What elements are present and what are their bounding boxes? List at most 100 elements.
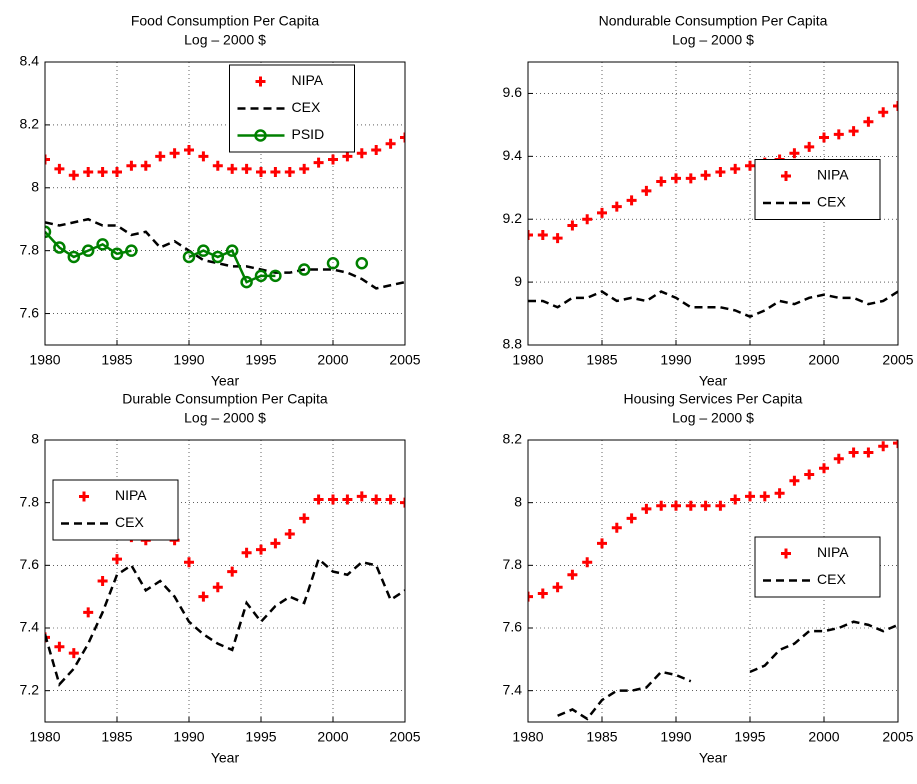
legend-label: NIPA (817, 544, 849, 560)
plus-marker (789, 475, 800, 486)
plus-marker (371, 494, 382, 505)
plus-marker (54, 163, 65, 174)
legend-box (52, 479, 179, 541)
circle-marker (96, 238, 109, 251)
y-tick-label: 7.6 (20, 556, 40, 572)
plus-marker (68, 170, 79, 181)
plus-marker (626, 513, 637, 524)
plus-marker (567, 220, 578, 231)
legend: NIPA CEX (754, 536, 881, 598)
plus-marker (400, 497, 405, 508)
y-tick-label: 7.4 (20, 619, 40, 635)
y-tick-label: 8.2 (20, 116, 40, 132)
circle-marker (269, 269, 282, 283)
y-tick-label: 8.2 (503, 431, 523, 447)
plus-marker (781, 171, 791, 181)
plus-marker (528, 591, 533, 602)
plus-marker (313, 494, 324, 505)
circle-marker (67, 250, 81, 264)
plus-marker (97, 576, 108, 586)
chart-subtitle: Log – 2000 $ (184, 32, 266, 48)
legend-label: NIPA (292, 72, 324, 88)
x-tick-label: 1980 (512, 352, 543, 368)
x-tick-label: 1995 (245, 729, 276, 745)
circle-marker (240, 275, 253, 289)
plus-marker (848, 126, 859, 137)
subplot: Food Consumption Per Capita Log – 2000 $ Y… (20, 13, 421, 389)
x-tick-label: 1995 (734, 352, 765, 368)
plus-marker (400, 132, 405, 143)
x-tick-label: 2005 (882, 729, 913, 745)
series-line (528, 290, 898, 319)
plus-marker (833, 453, 844, 464)
y-tick-label: 7.6 (20, 304, 40, 320)
legend: NIPA CEX (52, 479, 179, 541)
plus-marker (184, 145, 194, 156)
plus-marker (356, 148, 367, 159)
x-tick-label: 2000 (808, 352, 839, 368)
plus-marker (140, 160, 151, 171)
plus-marker (641, 503, 652, 514)
plot-content (45, 132, 405, 290)
plus-marker (68, 648, 79, 659)
circle-marker (125, 244, 138, 257)
plus-marker (299, 163, 310, 174)
plus-marker (715, 500, 726, 511)
y-tick-label: 7.4 (503, 681, 523, 697)
plus-marker (833, 129, 844, 140)
plus-marker (169, 148, 180, 159)
y-tick-label: 7.6 (503, 619, 523, 635)
circle-marker (297, 263, 311, 276)
x-tick-label: 2005 (389, 352, 420, 368)
chart-title: Durable Consumption Per Capita (122, 391, 328, 407)
circle-marker (182, 250, 196, 264)
plus-marker (685, 173, 696, 184)
plus-marker (804, 469, 815, 480)
x-axis-label: Year (699, 750, 728, 766)
legend-label: CEX (817, 571, 846, 587)
plus-marker (781, 548, 791, 559)
x-tick-label: 2005 (389, 729, 420, 745)
plus-marker (626, 195, 637, 206)
plus-marker (819, 132, 829, 143)
x-tick-label: 1980 (29, 729, 60, 745)
chart-title: Nondurable Consumption Per Capita (599, 13, 828, 29)
y-tick-label: 7.8 (503, 556, 523, 572)
chart-title: Housing Services Per Capita (624, 391, 803, 407)
plus-marker (715, 167, 726, 178)
circle-marker (45, 225, 52, 239)
plus-marker (83, 607, 94, 618)
plus-marker (700, 170, 711, 181)
x-tick-label: 2005 (882, 352, 913, 368)
plus-marker (270, 538, 281, 549)
plus-marker (730, 163, 741, 174)
plus-marker (700, 500, 711, 511)
circle-marker (197, 244, 210, 257)
x-axis-label: Year (211, 750, 240, 766)
plus-marker (582, 557, 593, 568)
series-line (188, 249, 276, 284)
plus-marker (241, 163, 252, 174)
plus-marker (597, 538, 607, 549)
circle-marker (225, 244, 239, 257)
plus-marker (878, 441, 889, 452)
legend-box (754, 536, 881, 598)
x-axis-label: Year (211, 373, 240, 389)
y-tick-label: 9.2 (503, 210, 523, 226)
plus-marker (774, 488, 785, 499)
plus-marker (385, 138, 396, 149)
plus-marker (255, 76, 266, 87)
plus-marker (227, 163, 238, 174)
plus-marker (848, 447, 859, 458)
series-line (45, 230, 132, 259)
plot-content (528, 440, 898, 721)
plus-marker (537, 229, 548, 240)
plus-marker (83, 167, 94, 178)
x-tick-label: 1990 (173, 352, 204, 368)
plus-marker (112, 554, 122, 565)
legend-label: NIPA (817, 167, 849, 183)
plus-marker (198, 591, 209, 602)
circle-marker (110, 247, 124, 261)
series-line (557, 670, 692, 721)
